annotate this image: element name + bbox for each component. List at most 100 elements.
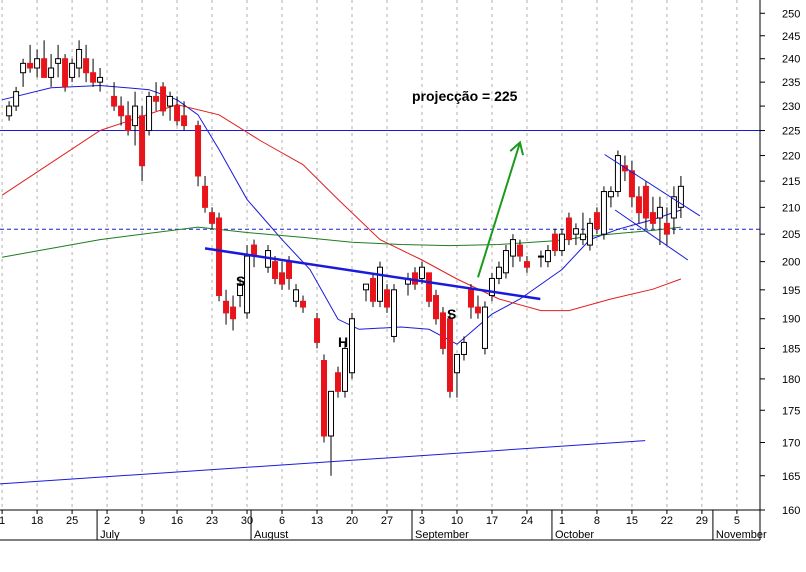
x-tick-label: 29	[696, 515, 708, 527]
y-tick-label: 245	[782, 31, 800, 43]
candle-body	[600, 191, 607, 235]
candle-body	[293, 289, 300, 302]
candle-body	[628, 170, 635, 198]
month-label: July	[100, 529, 120, 541]
candle-body	[202, 185, 209, 208]
candle-body	[300, 300, 307, 308]
x-tick-label: 8	[594, 515, 600, 527]
candle-body	[370, 277, 377, 302]
candle-body	[48, 67, 55, 78]
candle-body	[635, 196, 642, 214]
candle-body	[69, 62, 76, 78]
trend-line	[614, 209, 689, 261]
candle-body	[593, 212, 600, 230]
candle-body	[209, 212, 216, 224]
x-tick-label: 18	[31, 515, 43, 527]
annotation: S	[236, 273, 245, 289]
x-tick-label: 15	[626, 515, 638, 527]
candle-body	[516, 244, 523, 257]
candle-body	[446, 318, 453, 392]
month-label: October	[555, 529, 594, 541]
candle-body	[272, 261, 279, 279]
candle-body	[677, 185, 684, 208]
candle-body	[335, 372, 342, 392]
candle-body	[34, 58, 41, 69]
candle-body	[139, 115, 146, 167]
x-tick-label: 16	[171, 515, 183, 527]
trend-line	[604, 154, 701, 217]
arrow	[477, 142, 521, 278]
candle-body	[279, 272, 286, 285]
candle-body	[649, 212, 656, 224]
y-tick-label: 170	[782, 438, 800, 450]
candle-body	[432, 295, 439, 320]
x-tick-label: 6	[279, 515, 285, 527]
y-tick-label: 180	[782, 374, 800, 386]
x-tick-label: 1	[559, 515, 565, 527]
moving-average	[1, 104, 682, 312]
candle-body	[565, 217, 572, 241]
candle-body	[467, 289, 474, 308]
candle-body	[41, 58, 48, 78]
y-tick-label: 190	[782, 314, 800, 326]
y-tick-label: 210	[782, 202, 800, 214]
candle-body	[544, 250, 551, 263]
annotation: H	[338, 334, 348, 350]
candle-body	[237, 283, 244, 297]
candle-body	[377, 266, 383, 302]
candle-body	[6, 105, 13, 117]
y-tick-label: 200	[782, 257, 800, 269]
x-tick-label: 5	[734, 515, 740, 527]
y-tick-label: 160	[782, 505, 800, 517]
x-tick-label: 22	[661, 515, 673, 527]
candle-body	[614, 155, 621, 193]
candle-body	[670, 196, 677, 219]
candle-body	[125, 115, 132, 132]
candle-body	[111, 95, 118, 107]
plot	[0, 40, 760, 485]
candle-body	[342, 347, 349, 392]
candle-body	[439, 312, 446, 349]
arrow-head	[509, 140, 525, 156]
candle-body	[481, 306, 488, 349]
candle-body	[314, 318, 321, 343]
candle-body	[181, 115, 188, 127]
candle-body	[586, 222, 593, 246]
candle-body	[453, 353, 460, 374]
candle-body	[244, 255, 251, 314]
candle-body	[621, 165, 628, 172]
candle-body	[160, 86, 167, 112]
candle-body	[418, 266, 425, 279]
y-tick-label: 225	[782, 126, 800, 138]
candle-body	[383, 289, 390, 308]
candle-body	[425, 272, 432, 302]
candle-body	[363, 283, 370, 291]
candle-body	[572, 228, 579, 235]
candle-body	[579, 233, 586, 241]
candle-body	[83, 58, 90, 74]
x-tick-label: 23	[206, 515, 218, 527]
candle-body	[349, 318, 356, 374]
x-tick-label: 25	[66, 515, 78, 527]
x-tick-label: 2	[104, 515, 110, 527]
x-tick-label: 24	[521, 515, 533, 527]
candle-body	[509, 239, 516, 257]
annotation: projecção = 225	[412, 88, 518, 104]
candle-body	[153, 95, 160, 102]
x-tick-label: 10	[451, 515, 463, 527]
candle-body	[62, 58, 69, 88]
y-tick-label: 220	[782, 151, 800, 163]
candle-body	[551, 233, 558, 252]
y-tick-label: 235	[782, 77, 800, 89]
x-tick-label: 13	[311, 515, 323, 527]
candle-body	[523, 261, 530, 268]
candle-body	[411, 272, 418, 285]
annotation: S	[447, 306, 456, 322]
candle-body	[607, 191, 614, 198]
y-tick-label: 240	[782, 54, 800, 66]
candle-body	[174, 105, 181, 122]
y-tick-label: 215	[782, 176, 800, 188]
month-label: August	[254, 529, 288, 541]
